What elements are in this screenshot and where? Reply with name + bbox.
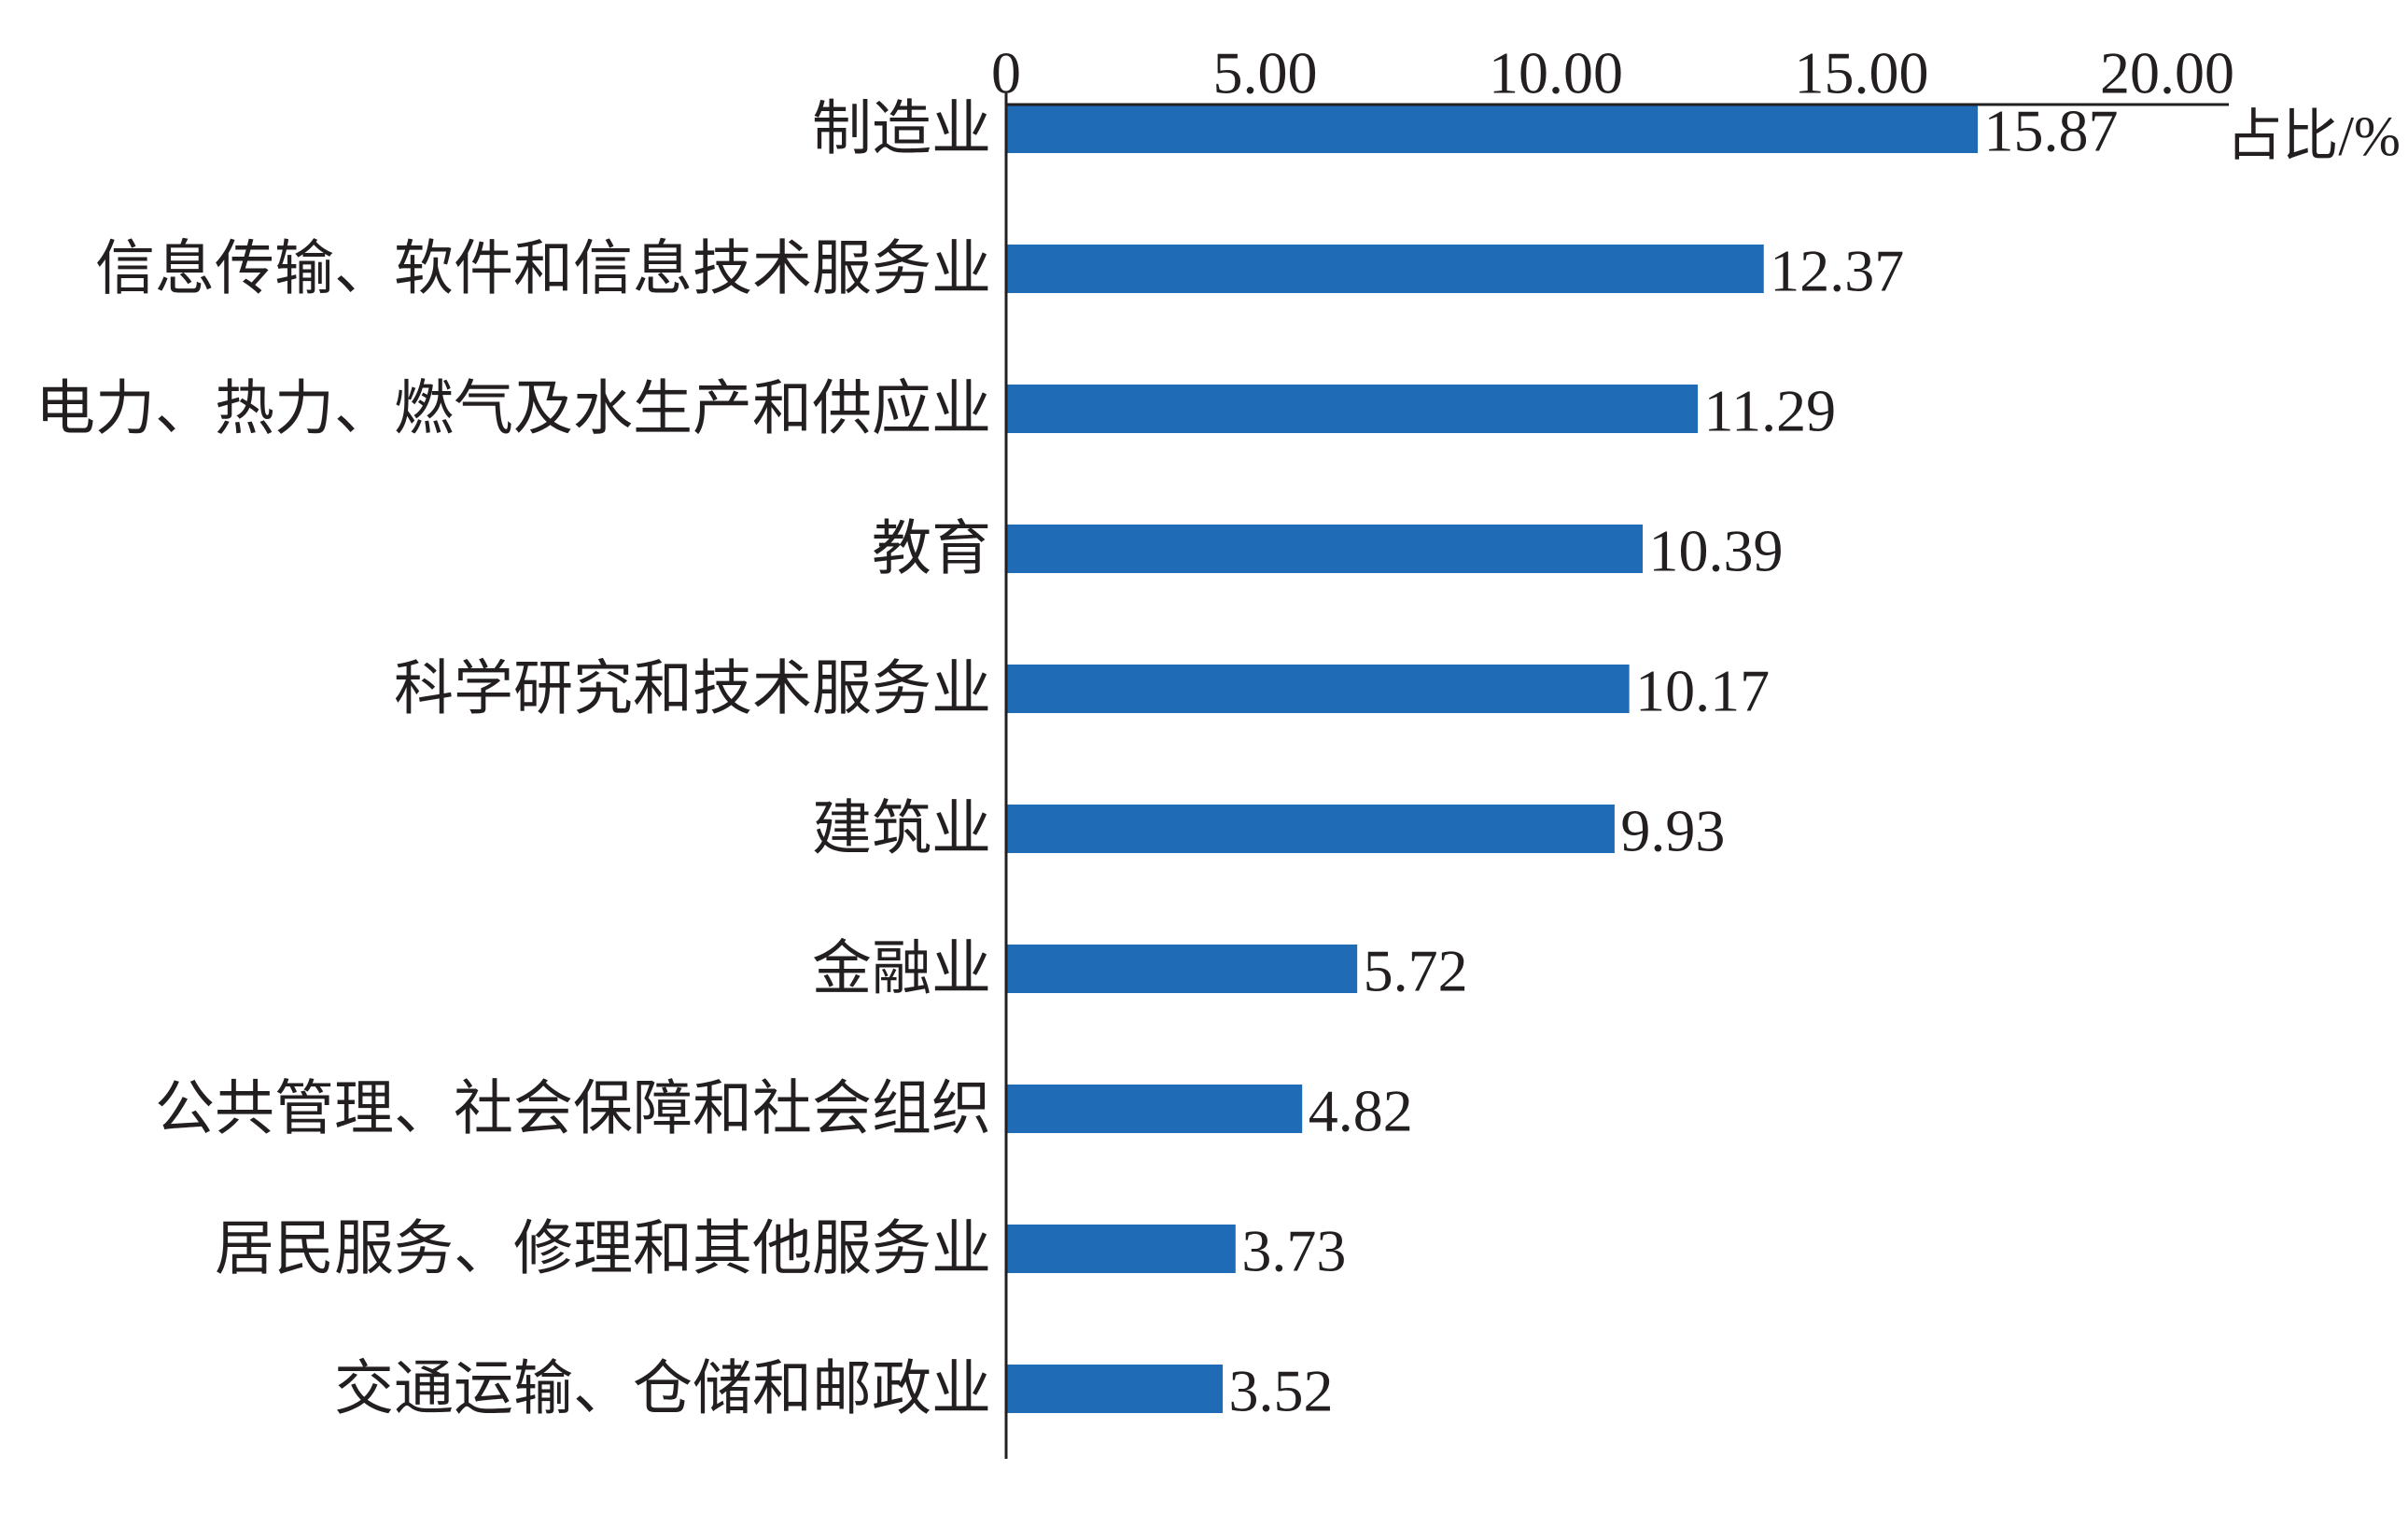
- x-tick-label: 15.00: [1795, 40, 1929, 106]
- bar: [1007, 1365, 1224, 1413]
- value-label: 10.39: [1649, 518, 1784, 584]
- bar: [1007, 105, 1978, 153]
- x-tick-label: 10.00: [1489, 40, 1623, 106]
- x-tick-labels: 0 5.00 10.00 15.00 20.00: [991, 40, 2234, 106]
- value-label: 9.93: [1620, 798, 1725, 864]
- x-tick-label: 20.00: [2100, 40, 2234, 106]
- category-label: 科学研究和技术服务业: [394, 656, 991, 722]
- bar: [1007, 245, 1764, 293]
- bar: [1007, 1085, 1303, 1133]
- bar: [1007, 945, 1358, 993]
- category-label: 建筑业: [812, 796, 991, 862]
- value-label: 10.17: [1635, 658, 1770, 724]
- value-label: 11.29: [1703, 378, 1836, 444]
- x-tick-label: 5.00: [1213, 40, 1318, 106]
- category-label: 交通运输、仓储和邮政业: [334, 1356, 991, 1422]
- bar: [1007, 525, 1644, 573]
- category-label: 电力、热力、燃气及水生产和供应业: [35, 376, 991, 442]
- category-label: 制造业: [812, 96, 991, 162]
- category-label: 教育: [872, 516, 991, 582]
- category-label: 居民服务、修理和其他服务业: [215, 1216, 991, 1282]
- x-axis-title: 占比/%: [2226, 105, 2401, 167]
- category-label: 公共管理、社会保障和社会组织: [155, 1076, 991, 1142]
- bar-series: [1007, 105, 1978, 1413]
- category-label: 信息传输、软件和信息技术服务业: [95, 236, 991, 302]
- bar: [1007, 1225, 1236, 1273]
- value-label: 5.72: [1364, 938, 1468, 1004]
- value-label: 4.82: [1309, 1078, 1413, 1144]
- bar: [1007, 805, 1615, 853]
- bar: [1007, 385, 1698, 433]
- value-label: 3.52: [1229, 1358, 1334, 1424]
- value-label: 15.87: [1983, 98, 2118, 164]
- value-labels: 15.87 12.37 11.29 10.39 10.17 9.93 5.72 4.82 3.7…: [1229, 98, 2119, 1424]
- category-label: 金融业: [812, 936, 991, 1002]
- category-labels: 制造业信息传输、软件和信息技术服务业电力、热力、燃气及水生产和供应业教育科学研究…: [35, 96, 991, 1422]
- value-label: 3.73: [1241, 1218, 1346, 1284]
- value-label: 12.37: [1770, 238, 1904, 304]
- bar: [1007, 665, 1630, 713]
